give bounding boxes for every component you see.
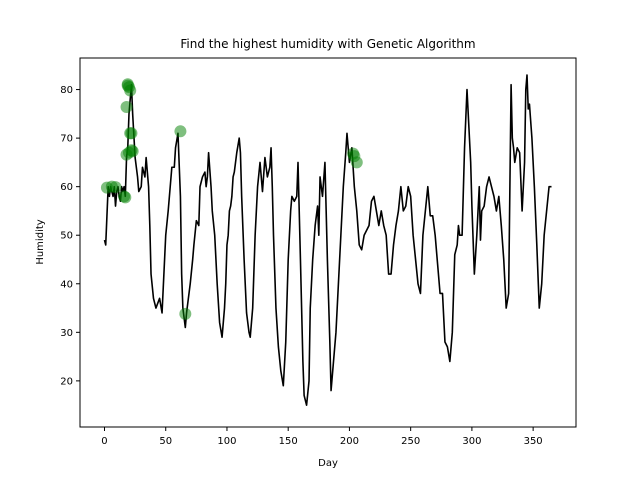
y-tick-label: 70 bbox=[60, 134, 73, 145]
ga-point bbox=[120, 101, 133, 114]
chart-title: Find the highest humidity with Genetic A… bbox=[180, 37, 475, 51]
x-axis: 0 50 100 150 200 250 300 350 bbox=[101, 427, 543, 447]
x-tick-label: 300 bbox=[462, 436, 481, 447]
x-tick-label: 100 bbox=[217, 436, 236, 447]
ga-point bbox=[174, 125, 187, 138]
y-axis-label: Humidity bbox=[35, 219, 46, 264]
x-tick-label: 250 bbox=[401, 436, 420, 447]
ga-point bbox=[125, 127, 138, 140]
y-tick-label: 20 bbox=[60, 376, 73, 387]
y-tick-label: 80 bbox=[60, 85, 73, 96]
x-tick-label: 50 bbox=[159, 436, 172, 447]
axes-frame bbox=[79, 57, 577, 428]
plot-area bbox=[100, 74, 552, 406]
y-tick-label: 40 bbox=[60, 279, 73, 290]
y-tick-label: 30 bbox=[60, 328, 73, 339]
series-line-0 bbox=[103, 74, 552, 406]
ga-point bbox=[350, 156, 363, 169]
y-tick-label: 50 bbox=[60, 231, 73, 242]
ga-point bbox=[126, 145, 139, 158]
x-tick-label: 0 bbox=[101, 436, 107, 447]
ga-point bbox=[179, 307, 192, 320]
x-axis-label: Day bbox=[318, 458, 338, 469]
ga-point bbox=[109, 181, 122, 194]
y-tick-label: 60 bbox=[60, 182, 73, 193]
y-axis: 20 30 40 50 60 70 80 bbox=[60, 85, 80, 387]
x-tick-label: 350 bbox=[524, 436, 543, 447]
x-tick-label: 200 bbox=[340, 436, 359, 447]
x-tick-label: 150 bbox=[279, 436, 298, 447]
ga-point bbox=[124, 84, 137, 97]
ga-point bbox=[119, 191, 132, 204]
